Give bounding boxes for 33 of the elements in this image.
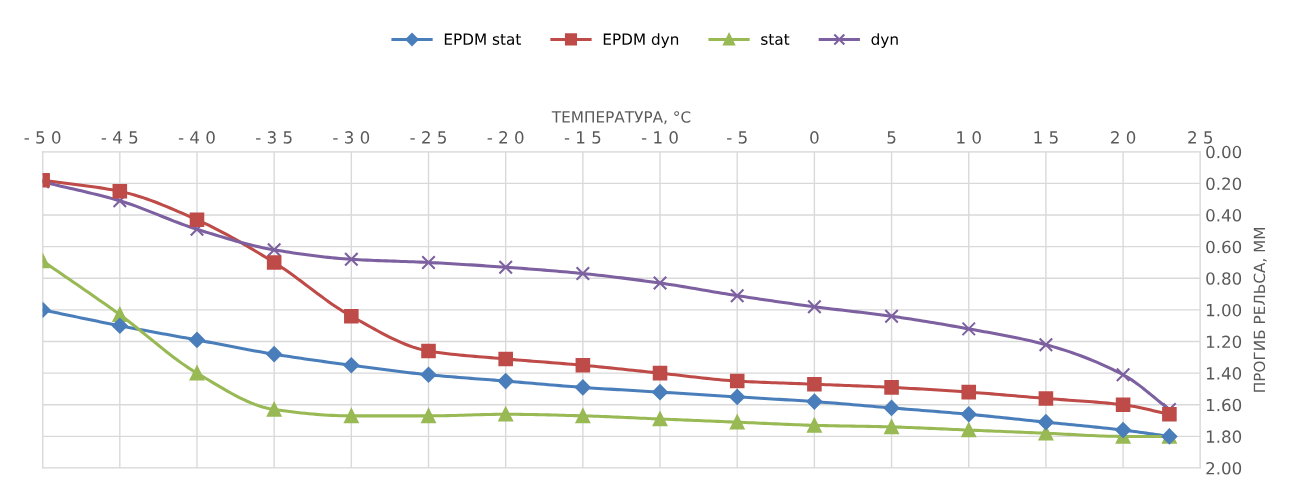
x-tick-label: - 1 5 <box>564 131 601 144</box>
x-tick-label: 1 0 <box>957 131 981 144</box>
y-tick-label: 1.80 <box>1206 430 1242 443</box>
y-tick-label: 0.40 <box>1206 209 1242 222</box>
x-tick-label: - 2 5 <box>410 131 446 144</box>
y-tick-label: 1.20 <box>1206 335 1242 349</box>
x-tick-label: - 5 0 <box>24 131 61 144</box>
y-tick-label: 0.00 <box>1206 145 1242 159</box>
legend-label: dyn <box>871 33 898 48</box>
y-tick-label: 0.20 <box>1206 177 1242 190</box>
x-tick-label: - 3 5 <box>256 131 292 144</box>
x-tick-label: 2 5 <box>1188 131 1213 144</box>
y-tick-label: 0.80 <box>1206 272 1242 285</box>
x-tick-label: - 5 <box>727 131 747 144</box>
x-tick-label: - 4 0 <box>178 131 215 144</box>
y-tick-label: 1.40 <box>1206 367 1242 380</box>
x-tick-label: 2 0 <box>1111 131 1136 144</box>
y-tick-label: 1.00 <box>1206 303 1242 317</box>
x-tick-label: 0 <box>810 131 819 144</box>
x-tick-label: - 3 0 <box>333 131 370 144</box>
y-tick-label: 1.60 <box>1206 398 1242 412</box>
legend-label: stat <box>761 34 790 45</box>
x-tick-label: 5 <box>887 131 896 144</box>
y-axis-title: ПРОГИБ РЕЛЬСА, ММ <box>1253 227 1267 392</box>
x-tick-label: - 4 5 <box>101 131 138 144</box>
legend-label: EPDM stat <box>444 33 521 45</box>
legend-label: EPDM dyn <box>603 33 679 48</box>
x-axis-title: ТЕМПЕРАТУРА, °C <box>551 111 691 125</box>
x-tick-label: - 2 0 <box>487 131 524 144</box>
x-tick-label: 1 5 <box>1034 131 1058 144</box>
y-tick-label: 0.60 <box>1206 240 1242 254</box>
y-tick-label: 2.00 <box>1206 461 1242 475</box>
x-tick-label: - 1 0 <box>641 131 678 144</box>
